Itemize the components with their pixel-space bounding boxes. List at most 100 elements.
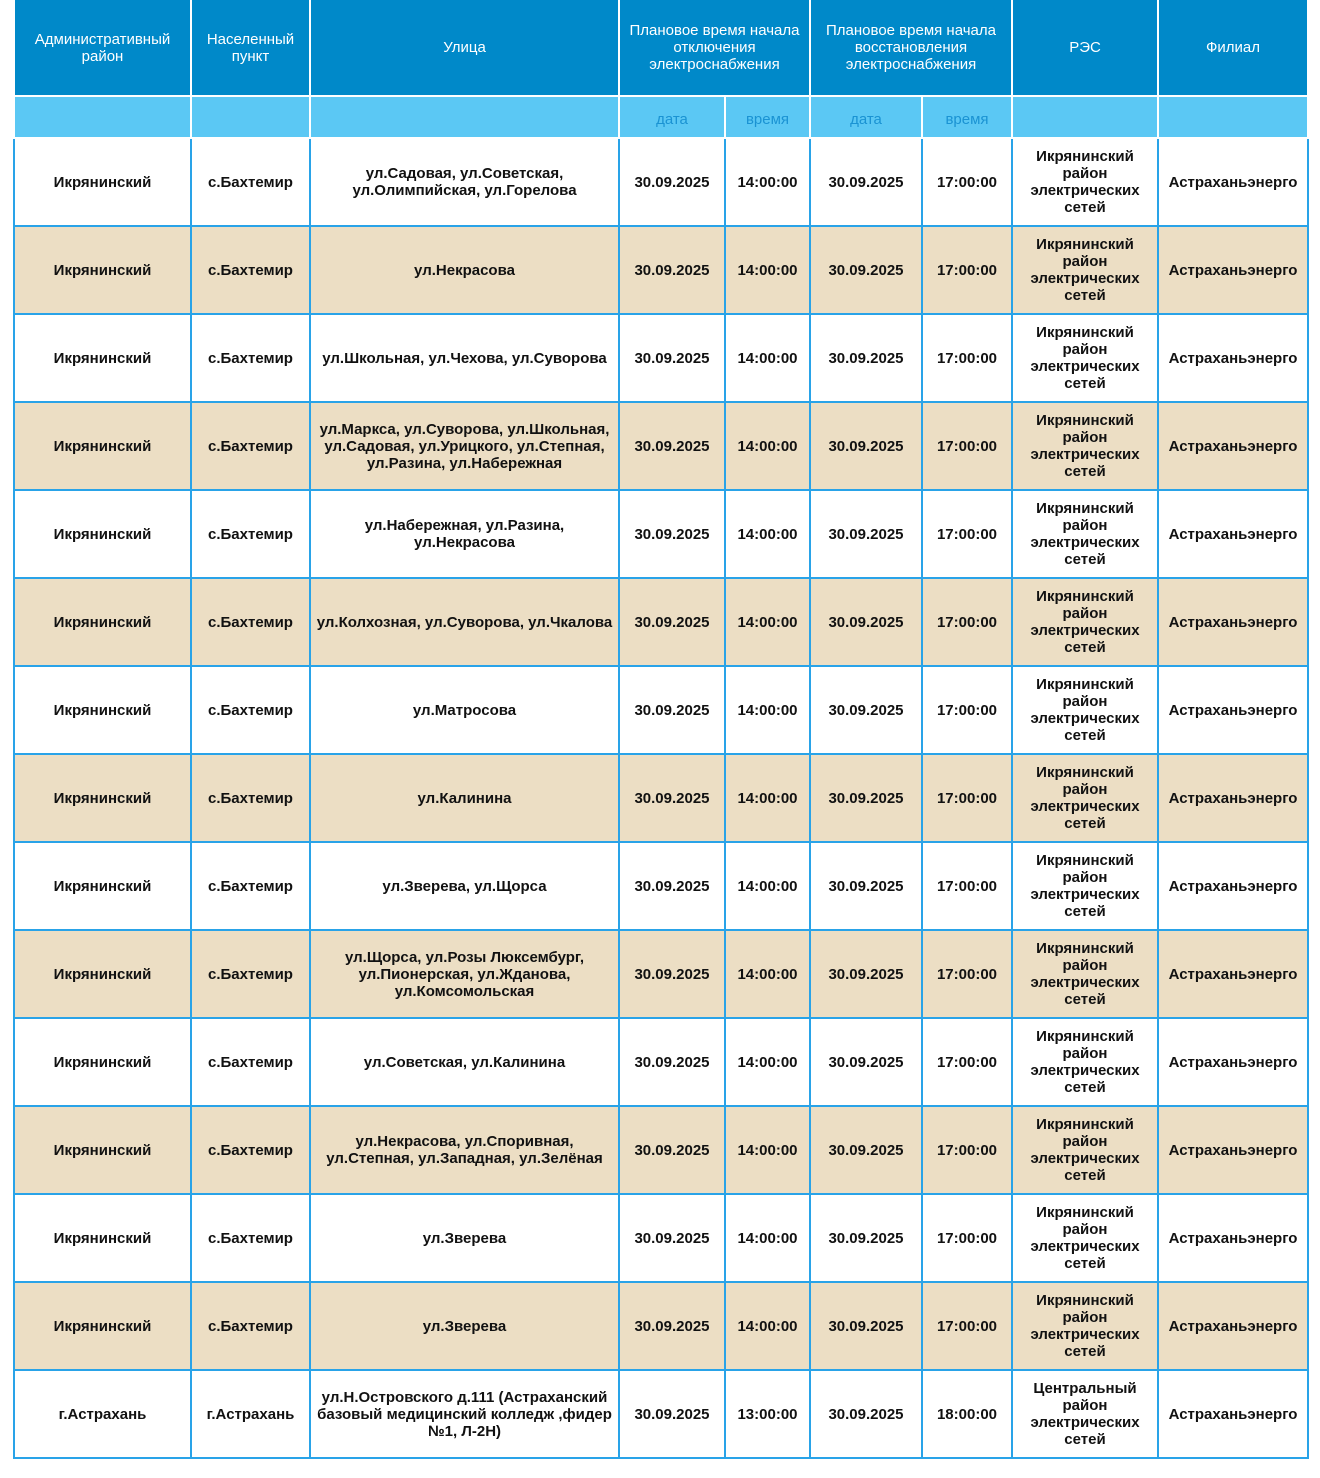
cell-on-date: 30.09.2025	[809, 137, 923, 227]
cell-district: Икрянинский	[13, 665, 192, 755]
cell-on-date: 30.09.2025	[809, 577, 923, 667]
header-street: Улица	[309, 0, 620, 97]
cell-res: Икрянинский район электрических сетей	[1011, 1105, 1159, 1195]
table-body: Икрянинский с.Бахтемир ул.Садовая, ул.Сове…	[13, 137, 1309, 1459]
cell-branch: Астраханьэнерго	[1157, 577, 1309, 667]
cell-res: Икрянинский район электрических сетей	[1011, 1281, 1159, 1371]
table-row: Икрянинский с.Бахтемир ул.Колхозная, ул.Су…	[13, 577, 1309, 667]
cell-on-date: 30.09.2025	[809, 225, 923, 315]
cell-branch: Астраханьэнерго	[1157, 841, 1309, 931]
subheader-empty	[309, 95, 620, 139]
cell-branch: Астраханьэнерго	[1157, 1369, 1309, 1459]
cell-off-date: 30.09.2025	[618, 929, 726, 1019]
cell-res: Икрянинский район электрических сетей	[1011, 753, 1159, 843]
cell-district: Икрянинский	[13, 1281, 192, 1371]
subheader-on-date: дата	[809, 95, 923, 139]
outage-schedule-table: Административный район Населенный пункт …	[13, 0, 1309, 1459]
cell-district: Икрянинский	[13, 1193, 192, 1283]
cell-street: ул.Некрасова, ул.Споривная, ул.Степная, …	[309, 1105, 620, 1195]
cell-off-date: 30.09.2025	[618, 577, 726, 667]
cell-locality: с.Бахтемир	[190, 1281, 311, 1371]
cell-res: Икрянинский район электрических сетей	[1011, 225, 1159, 315]
cell-district: Икрянинский	[13, 1105, 192, 1195]
cell-street: ул.Калинина	[309, 753, 620, 843]
cell-district: Икрянинский	[13, 489, 192, 579]
cell-off-date: 30.09.2025	[618, 401, 726, 491]
subheader-on-time: время	[921, 95, 1013, 139]
cell-branch: Астраханьэнерго	[1157, 929, 1309, 1019]
cell-off-time: 14:00:00	[724, 489, 811, 579]
cell-on-date: 30.09.2025	[809, 489, 923, 579]
cell-off-date: 30.09.2025	[618, 1193, 726, 1283]
cell-on-time: 18:00:00	[921, 1369, 1013, 1459]
cell-street: ул.Набережная, ул.Разина, ул.Некрасова	[309, 489, 620, 579]
cell-off-time: 14:00:00	[724, 225, 811, 315]
header-outage-start: Плановое время начала отключения электро…	[618, 0, 811, 97]
cell-off-date: 30.09.2025	[618, 841, 726, 931]
cell-res: Икрянинский район электрических сетей	[1011, 401, 1159, 491]
table-row: Икрянинский с.Бахтемир ул.Калинина 30.09.20…	[13, 753, 1309, 843]
cell-locality: с.Бахтемир	[190, 489, 311, 579]
cell-off-time: 14:00:00	[724, 841, 811, 931]
cell-district: Икрянинский	[13, 137, 192, 227]
cell-locality: г.Астрахань	[190, 1369, 311, 1459]
table-row: Икрянинский с.Бахтемир ул.Советская, ул.Ка…	[13, 1017, 1309, 1107]
cell-district: Икрянинский	[13, 929, 192, 1019]
cell-on-time: 17:00:00	[921, 313, 1013, 403]
cell-district: Икрянинский	[13, 841, 192, 931]
cell-on-time: 17:00:00	[921, 401, 1013, 491]
cell-street: ул.Колхозная, ул.Суворова, ул.Чкалова	[309, 577, 620, 667]
cell-branch: Астраханьэнерго	[1157, 665, 1309, 755]
subheader-empty	[1157, 95, 1309, 139]
cell-branch: Астраханьэнерго	[1157, 225, 1309, 315]
table-row: Икрянинский с.Бахтемир ул.Некрасова 30.09.2…	[13, 225, 1309, 315]
cell-street: ул.Садовая, ул.Советская, ул.Олимпийская…	[309, 137, 620, 227]
cell-branch: Астраханьэнерго	[1157, 1281, 1309, 1371]
cell-locality: с.Бахтемир	[190, 753, 311, 843]
cell-on-date: 30.09.2025	[809, 929, 923, 1019]
cell-locality: с.Бахтемир	[190, 841, 311, 931]
cell-res: Икрянинский район электрических сетей	[1011, 489, 1159, 579]
cell-off-date: 30.09.2025	[618, 137, 726, 227]
cell-district: Икрянинский	[13, 753, 192, 843]
cell-res: Икрянинский район электрических сетей	[1011, 313, 1159, 403]
cell-street: ул.Школьная, ул.Чехова, ул.Суворова	[309, 313, 620, 403]
cell-off-date: 30.09.2025	[618, 489, 726, 579]
cell-on-time: 17:00:00	[921, 137, 1013, 227]
cell-branch: Астраханьэнерго	[1157, 1193, 1309, 1283]
cell-locality: с.Бахтемир	[190, 1105, 311, 1195]
cell-branch: Астраханьэнерго	[1157, 753, 1309, 843]
cell-on-time: 17:00:00	[921, 489, 1013, 579]
cell-branch: Астраханьэнерго	[1157, 137, 1309, 227]
cell-on-date: 30.09.2025	[809, 1105, 923, 1195]
subheader-empty	[13, 95, 192, 139]
cell-street: ул.Щорса, ул.Розы Люксембург, ул.Пионерс…	[309, 929, 620, 1019]
table-row: Икрянинский с.Бахтемир ул.Садовая, ул.Сове…	[13, 137, 1309, 227]
cell-district: г.Астрахань	[13, 1369, 192, 1459]
cell-branch: Астраханьэнерго	[1157, 401, 1309, 491]
table-row: Икрянинский с.Бахтемир ул.Зверева 30.09.202…	[13, 1193, 1309, 1283]
cell-on-date: 30.09.2025	[809, 841, 923, 931]
cell-on-time: 17:00:00	[921, 753, 1013, 843]
cell-on-date: 30.09.2025	[809, 1193, 923, 1283]
cell-off-time: 14:00:00	[724, 401, 811, 491]
cell-locality: с.Бахтемир	[190, 401, 311, 491]
cell-street: ул.Зверева, ул.Щорса	[309, 841, 620, 931]
cell-off-time: 14:00:00	[724, 1105, 811, 1195]
table-row: Икрянинский с.Бахтемир ул.Зверева, ул.Щорс…	[13, 841, 1309, 931]
cell-street: ул.Маркса, ул.Суворова, ул.Школьная, ул.…	[309, 401, 620, 491]
cell-off-date: 30.09.2025	[618, 665, 726, 755]
cell-district: Икрянинский	[13, 401, 192, 491]
header-restore: Плановое время начала восстановления эле…	[809, 0, 1013, 97]
cell-off-time: 14:00:00	[724, 313, 811, 403]
header-res: РЭС	[1011, 0, 1159, 97]
table-row: Икрянинский с.Бахтемир ул.Зверева 30.09.202…	[13, 1281, 1309, 1371]
cell-on-date: 30.09.2025	[809, 401, 923, 491]
cell-street: ул.Некрасова	[309, 225, 620, 315]
cell-on-time: 17:00:00	[921, 929, 1013, 1019]
table-row: Икрянинский с.Бахтемир ул.Школьная, ул.Чех…	[13, 313, 1309, 403]
cell-locality: с.Бахтемир	[190, 1017, 311, 1107]
header-locality: Населенный пункт	[190, 0, 311, 97]
cell-street: ул.Зверева	[309, 1281, 620, 1371]
cell-off-time: 14:00:00	[724, 753, 811, 843]
